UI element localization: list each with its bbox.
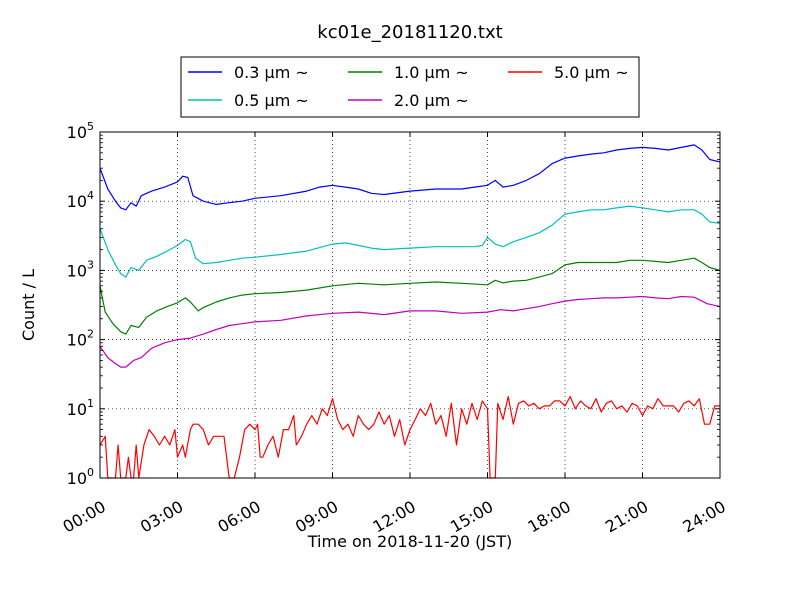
y-tick-label: 103	[67, 258, 94, 280]
y-tick-label: 101	[67, 397, 94, 419]
legend: 0.3 μm ~ 0.5 μm ~ 1.0 μm ~ 2.0 μm ~ 5.0 μm ~	[180, 56, 640, 118]
series-line	[99, 295, 721, 368]
y-tick-label: 105	[67, 120, 94, 142]
series-lines	[99, 144, 721, 479]
legend-label: 1.0 μm ~	[394, 63, 469, 82]
legend-box	[180, 56, 640, 118]
legend-label: 0.5 μm ~	[234, 91, 309, 110]
x-axis-label: Time on 2018-11-20 (JST)	[307, 532, 512, 551]
chart-title: kc01e_20181120.txt	[317, 22, 502, 43]
y-axis-label: Count / L	[19, 269, 38, 341]
series-line	[99, 257, 721, 335]
plot-area: 00:00 03:00 06:00 09:00 12:00 15:00 18:00 21:00…	[60, 120, 729, 536]
y-tick-label: 102	[67, 328, 94, 350]
legend-label: 5.0 μm ~	[554, 63, 629, 82]
legend-label: 0.3 μm ~	[234, 63, 309, 82]
y-tick-label: 104	[67, 189, 94, 211]
series-line	[99, 205, 721, 278]
series-line	[99, 396, 720, 479]
y-tick-label: 100	[67, 466, 94, 488]
legend-label: 2.0 μm ~	[394, 91, 469, 110]
series-line	[99, 144, 721, 211]
